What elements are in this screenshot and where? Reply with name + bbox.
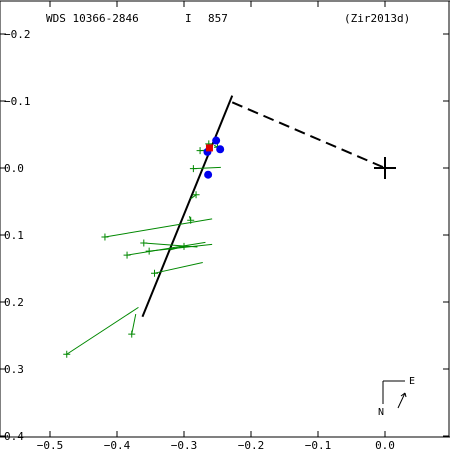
x-tick-label: −0.2 (238, 439, 265, 450)
y-tick-label: 0.2 (4, 296, 24, 309)
y-tick-label: 0.1 (4, 229, 24, 242)
residual-line (143, 242, 198, 248)
micrometer-point (151, 269, 159, 277)
compass-east-label: E (409, 376, 415, 387)
residual-line (170, 245, 185, 251)
micrometer-point (101, 233, 109, 241)
y-tick-label: 0.3 (4, 363, 24, 376)
primary-star-marker (374, 157, 396, 179)
line-of-nodes (231, 101, 386, 169)
motion-arrow-icon (397, 392, 407, 409)
discoverer-number: 857 (208, 12, 228, 25)
plot-frame (0, 0, 450, 438)
other-observations (205, 144, 213, 152)
other-point (205, 144, 213, 152)
orbit-lines (141, 95, 386, 318)
y-tick-label: −0.1 (4, 95, 31, 108)
compass: E N (378, 376, 415, 418)
speckle-point (212, 136, 221, 145)
reference-code: (Zir2013d) (344, 12, 410, 25)
star-designation: WDS 10366-2846 (46, 12, 139, 25)
x-tick-label: −0.4 (104, 439, 131, 450)
micrometer-point (123, 251, 131, 259)
x-tick-label: −0.1 (305, 439, 332, 450)
residual-line (190, 194, 197, 200)
residual-line (126, 241, 206, 256)
residual-line (154, 261, 203, 274)
speckle-point (216, 145, 225, 154)
micrometer-observations (63, 140, 221, 358)
micrometer-point (189, 165, 197, 173)
x-tick-label: −0.5 (37, 439, 64, 450)
primary-star-cross (374, 157, 396, 179)
micrometer-point (140, 239, 148, 247)
discoverer-code: I (185, 12, 192, 25)
compass-north-label: N (378, 407, 384, 418)
residual-line (193, 166, 221, 170)
y-tick-label: −0.2 (4, 28, 31, 41)
micrometer-point (128, 330, 136, 338)
micrometer-point (192, 191, 200, 199)
y-tick-label: 0.4 (4, 430, 24, 443)
residual-line (104, 218, 213, 238)
micrometer-point (180, 242, 188, 250)
x-tick-label: −0.3 (171, 439, 198, 450)
micrometer-point (196, 147, 204, 155)
x-tick-label: 0.0 (375, 439, 395, 450)
y-tick-label: 0.0 (4, 162, 24, 175)
micrometer-point (187, 216, 195, 224)
micrometer-point (63, 350, 71, 358)
residual-line (66, 306, 139, 355)
x-axis-ticks: −0.5 −0.4 −0.3 −0.2 −0.1 0.0 (37, 1, 395, 450)
y-axis-ticks: −0.2 −0.1 0.0 0.1 0.2 0.3 0.4 (0, 28, 449, 443)
apparent-orbit-line (141, 95, 234, 318)
speckle-point (204, 170, 213, 179)
micrometer-point (145, 247, 153, 255)
residual-line (131, 313, 137, 335)
